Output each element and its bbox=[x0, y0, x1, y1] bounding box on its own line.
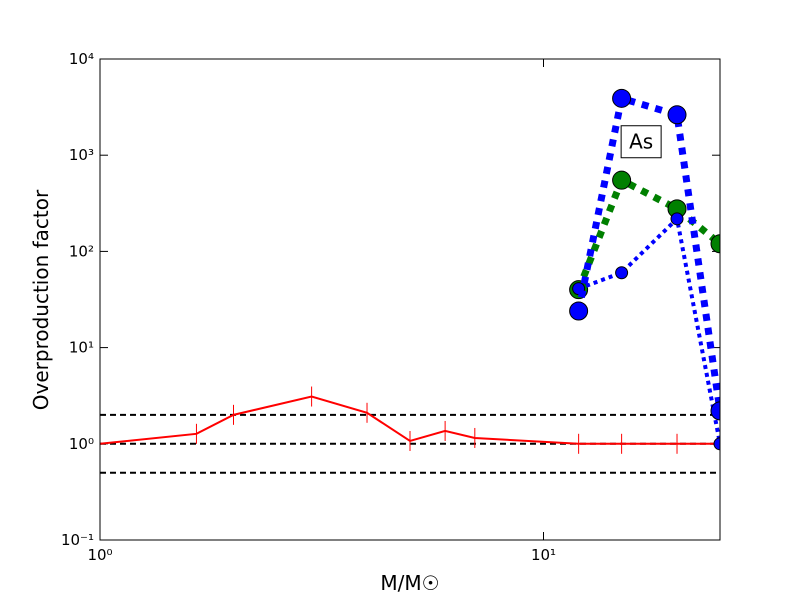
y-tick-label: 10⁰ bbox=[69, 435, 94, 453]
series-line bbox=[575, 175, 720, 291]
series-line bbox=[575, 93, 720, 412]
y-tick-label: 10⁴ bbox=[69, 50, 94, 68]
x-tick-label: 10¹ bbox=[531, 546, 556, 564]
series-line bbox=[100, 395, 720, 445]
y-tick-label: 10³ bbox=[69, 146, 94, 164]
y-axis-label: Overproduction factor bbox=[29, 189, 53, 410]
annotation: As bbox=[629, 130, 653, 154]
point bbox=[612, 170, 632, 190]
plot bbox=[100, 88, 720, 454]
y-tick-label: 10⁻¹ bbox=[61, 531, 94, 549]
point bbox=[615, 266, 629, 280]
point bbox=[713, 437, 720, 451]
series-line bbox=[577, 214, 720, 445]
point bbox=[670, 212, 684, 226]
point bbox=[569, 301, 589, 321]
y-tick-label: 10¹ bbox=[69, 339, 94, 357]
x-axis-label: M/M☉ bbox=[380, 571, 439, 595]
annotation-box bbox=[620, 125, 662, 159]
point bbox=[710, 234, 720, 254]
y-tick-label: 10² bbox=[69, 242, 94, 260]
x-tick-label: 10⁰ bbox=[87, 546, 112, 564]
point bbox=[667, 105, 687, 125]
point bbox=[612, 88, 632, 108]
point bbox=[710, 401, 720, 421]
plot-frame bbox=[99, 58, 721, 541]
